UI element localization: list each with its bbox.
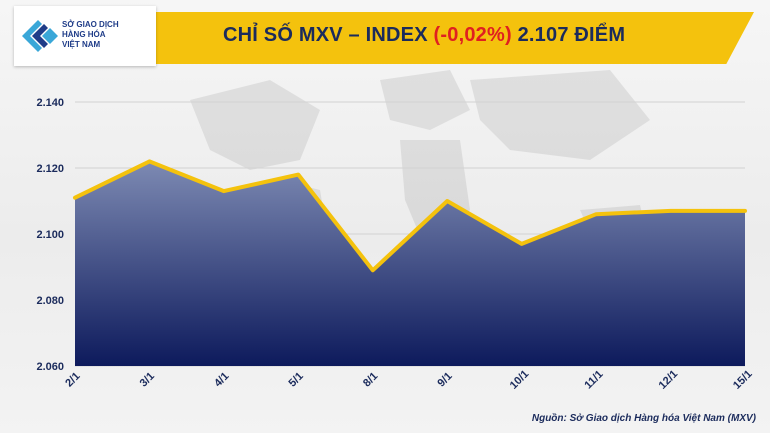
logo-line-2: HÀNG HÓA bbox=[62, 30, 106, 39]
x-tick-label: 15/1 bbox=[731, 368, 755, 392]
source-note: Nguồn: Sở Giao dịch Hàng hóa Việt Nam (M… bbox=[531, 413, 756, 424]
area-series bbox=[75, 161, 745, 366]
data-point bbox=[296, 173, 300, 177]
logo-line-1: SỞ GIAO DỊCH bbox=[62, 20, 119, 29]
x-tick-label: 2/1 bbox=[63, 370, 82, 389]
x-tick-label: 10/1 bbox=[508, 368, 532, 392]
y-tick-label: 2.080 bbox=[36, 295, 64, 307]
y-tick-label: 2.060 bbox=[36, 361, 64, 373]
y-axis-ticks: 2.060 2.080 2.100 2.120 2.140 bbox=[36, 97, 64, 373]
x-tick-label: 11/1 bbox=[582, 368, 605, 391]
area-fill bbox=[75, 161, 745, 366]
title-change: (-0,02%) bbox=[433, 24, 512, 46]
x-tick-label: 5/1 bbox=[287, 370, 306, 389]
data-point bbox=[222, 189, 226, 193]
x-tick-label: 4/1 bbox=[212, 370, 231, 389]
line-series bbox=[73, 159, 747, 273]
chart-title: CHỈ SỐ MXV – INDEX (-0,02%) 2.107 ĐIỂM bbox=[223, 24, 625, 47]
logo-line-3: VIỆT NAM bbox=[62, 40, 101, 49]
y-tick-label: 2.120 bbox=[36, 163, 64, 175]
logo: SỞ GIAO DỊCH HÀNG HÓA VIỆT NAM bbox=[14, 6, 156, 66]
x-tick-label: 12/1 bbox=[657, 368, 681, 392]
data-point bbox=[445, 199, 449, 203]
data-point bbox=[371, 268, 375, 272]
data-point bbox=[520, 242, 524, 246]
logo-text: SỞ GIAO DỊCH HÀNG HÓA VIỆT NAM bbox=[62, 20, 154, 50]
title-suffix: 2.107 ĐIỂM bbox=[517, 24, 626, 46]
y-tick-label: 2.100 bbox=[36, 229, 64, 241]
data-point bbox=[669, 209, 673, 213]
series-line bbox=[73, 159, 747, 273]
data-point bbox=[147, 159, 151, 163]
x-tick-label: 9/1 bbox=[435, 370, 454, 389]
x-tick-label: 8/1 bbox=[361, 370, 380, 389]
logo-icon bbox=[22, 20, 58, 52]
title-prefix: CHỈ SỐ MXV – INDEX bbox=[223, 24, 428, 46]
title-banner bbox=[62, 12, 754, 64]
y-tick-label: 2.140 bbox=[36, 97, 64, 109]
data-point bbox=[73, 196, 77, 200]
x-axis-ticks: 2/1 3/1 4/1 5/1 8/1 9/1 10/1 11/1 12/1 15/1 bbox=[63, 368, 754, 392]
data-point bbox=[594, 212, 598, 216]
data-point bbox=[743, 209, 747, 213]
x-tick-label: 3/1 bbox=[138, 370, 157, 389]
